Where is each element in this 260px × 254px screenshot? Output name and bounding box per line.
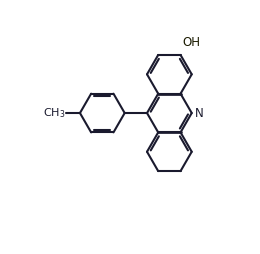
Text: OH: OH	[183, 36, 200, 49]
Text: CH$_3$: CH$_3$	[43, 106, 65, 120]
Text: N: N	[195, 106, 204, 120]
